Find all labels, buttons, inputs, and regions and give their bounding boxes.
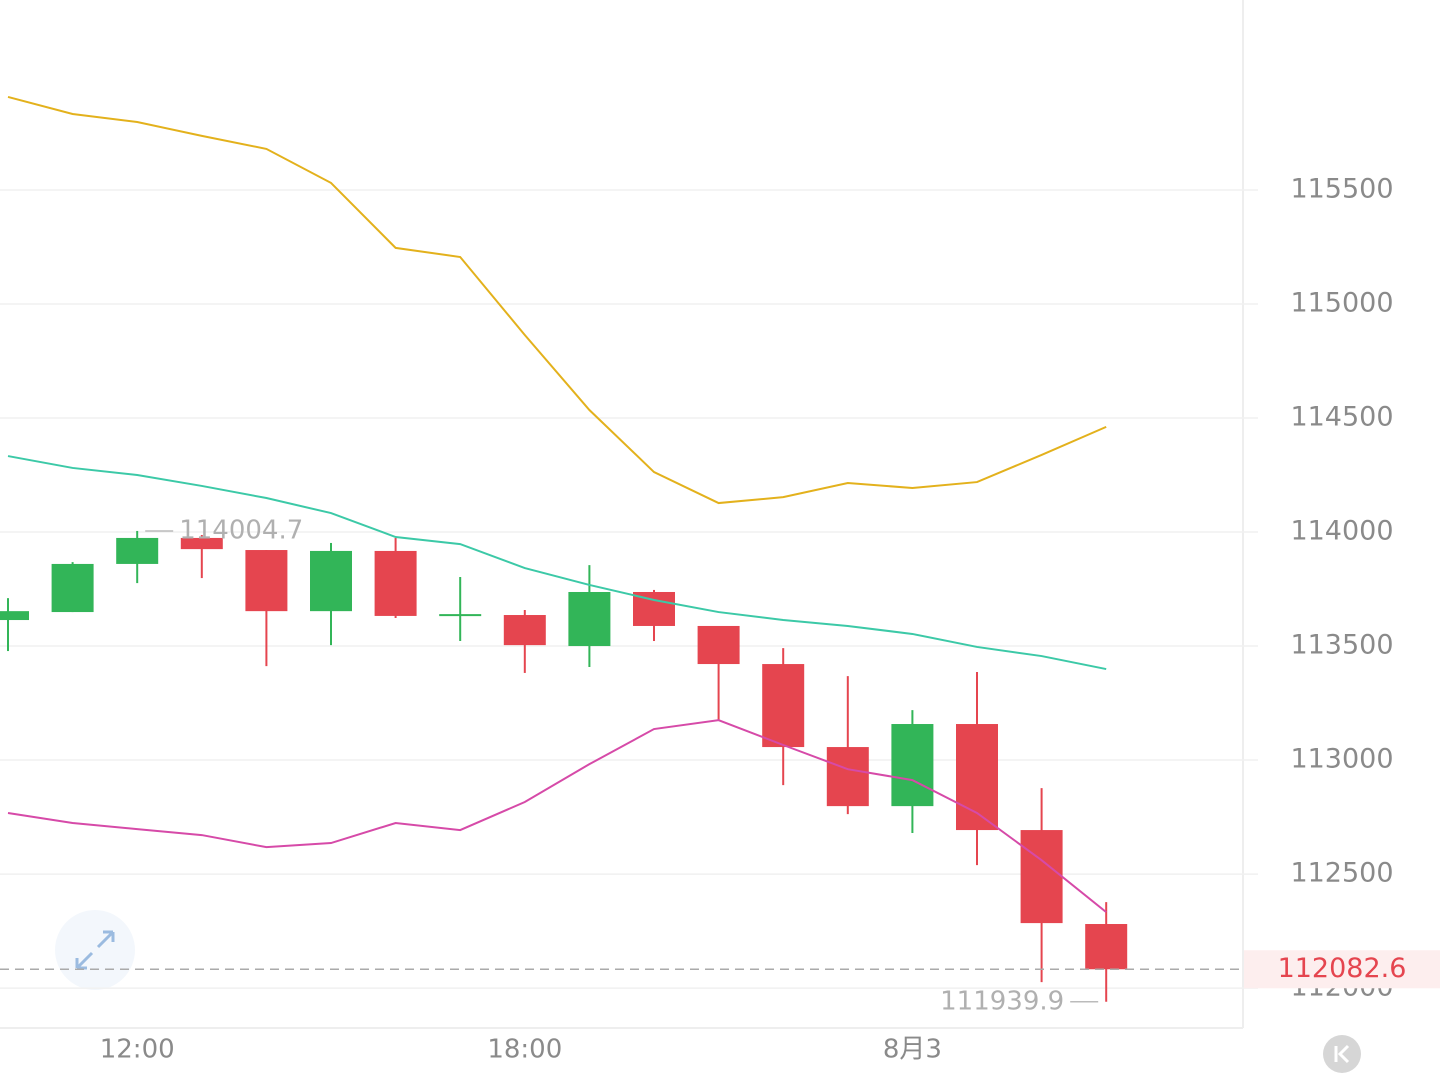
y-tick-label: 114000 [1290,516,1393,547]
reset-button[interactable] [1323,1035,1361,1073]
reset-icon[interactable] [1334,1044,1350,1064]
x-tick-label: 8月3 [883,1035,942,1065]
candle-body [762,664,805,748]
y-tick-label: 113500 [1290,630,1393,661]
candle-body [116,537,159,564]
candle-body [245,550,288,612]
candle-body [697,625,740,665]
candle-body [180,537,223,550]
candle-body [310,550,352,612]
candle-body [826,747,869,807]
candle-body [1085,924,1128,970]
y-tick-label: 115500 [1290,173,1393,204]
y-tick-label: 114500 [1290,401,1393,432]
band-line [7,719,1107,913]
grid [0,189,1258,989]
band-line [7,455,1107,671]
expand-icon[interactable] [75,930,115,970]
expand-button[interactable] [55,910,135,990]
y-tick-label: 115000 [1290,287,1393,318]
candle-body [0,611,29,621]
candle-body [374,550,417,616]
y-tick-label: 112500 [1290,858,1393,889]
band-line [7,95,1107,505]
current-price-label: 112082.6 [1278,953,1407,984]
candle-body [1020,830,1063,924]
candle-body [568,591,611,647]
candle-body [891,724,934,807]
candle-body [503,615,546,646]
current-price-box [1244,950,1440,989]
low-label: 111939.9 [940,986,1064,1016]
axis-panel [1243,0,1440,1076]
candle-body [439,614,482,617]
high-label: 114004.7 [179,515,303,545]
x-tick-label: 18:00 [487,1035,562,1065]
x-tick-label: 12:00 [100,1035,175,1065]
candle-body [51,563,94,613]
y-tick-label: 113000 [1290,744,1393,775]
expand-bg[interactable] [55,910,135,990]
